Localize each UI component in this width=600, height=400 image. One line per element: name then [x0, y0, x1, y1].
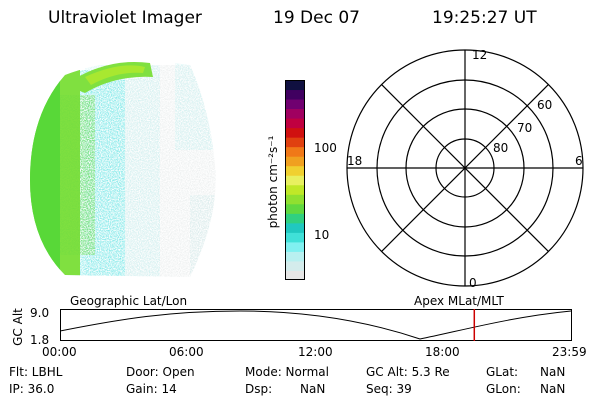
timeline-xtick-2: 12:00 [298, 345, 333, 359]
colorbar-swatch [285, 118, 305, 129]
uv-image [25, 55, 245, 285]
colorbar-swatch [285, 232, 305, 243]
colorbar-swatch [285, 137, 305, 148]
polar-plot: 12 18 6 0 60 70 80 [335, 45, 595, 290]
info-glon-value: NaN [540, 382, 566, 396]
info-glon: GLon: [486, 382, 521, 396]
info-dsp: Dsp: [245, 382, 273, 396]
timeline-y-axis-label: GC Alt [11, 308, 25, 346]
colorbar-swatch [285, 175, 305, 186]
lat-label-70: 70 [517, 121, 532, 135]
info-glat-value: NaN [540, 365, 566, 379]
colorbar-swatch [285, 260, 305, 271]
colorbar-unit-label: photon cm⁻²s⁻¹ [266, 135, 280, 229]
colorbar-swatch [285, 165, 305, 176]
colorbar-swatch [285, 156, 305, 167]
info-glat: GLat: [486, 365, 519, 379]
mlt-label-18: 18 [347, 154, 362, 168]
colorbar-swatch [285, 241, 305, 252]
header-time: 19:25:27 UT [432, 8, 537, 28]
timeline-right-label: Apex MLat/MLT [414, 294, 504, 308]
colorbar-swatch [285, 251, 305, 262]
colorbar-swatch [285, 184, 305, 195]
timeline-xtick-3: 18:00 [425, 345, 460, 359]
mlt-label-0: 0 [469, 276, 477, 290]
colorbar-swatch [285, 99, 305, 110]
colorbar-swatch [285, 80, 305, 91]
colorbar-tick-100: 100 [314, 141, 337, 155]
colorbar-swatch [285, 108, 305, 119]
timeline-xtick-4: 23:59 [552, 345, 587, 359]
auroral-oval [30, 60, 216, 277]
info-dsp-value: NaN [300, 382, 326, 396]
info-seq: Seq: 39 [366, 382, 412, 396]
colorbar-swatch [285, 194, 305, 205]
app-title: Ultraviolet Imager [48, 8, 202, 28]
lat-label-80: 80 [493, 141, 508, 155]
lat-label-60: 60 [537, 98, 552, 112]
info-flt: Flt: LBHL [9, 365, 63, 379]
colorbar-swatch [285, 213, 305, 224]
info-gain: Gain: 14 [126, 382, 177, 396]
altitude-curve [59, 310, 572, 340]
info-ip: IP: 36.0 [9, 382, 55, 396]
colorbar-swatch [285, 203, 305, 214]
timeline-ytick-top: 9.0 [30, 306, 50, 320]
timeline-ytick-bottom: 1.8 [30, 333, 50, 347]
colorbar-border [285, 80, 305, 280]
colorbar-swatch [285, 89, 305, 100]
colorbar-swatch [285, 222, 305, 233]
timeline-xtick-1: 06:00 [169, 345, 204, 359]
header-date: 19 Dec 07 [273, 8, 360, 28]
colorbar-swatch [285, 146, 305, 157]
colorbar-tick-10: 10 [314, 228, 330, 242]
colorbar-swatch [285, 270, 305, 281]
altitude-chart [59, 309, 572, 341]
mlt-label-12: 12 [472, 48, 487, 62]
info-mode: Mode: Normal [245, 365, 329, 379]
colorbar-swatch [285, 127, 305, 138]
timeline-left-label: Geographic Lat/Lon [70, 294, 188, 308]
info-gc-alt: GC Alt: 5.3 Re [366, 365, 450, 379]
mlt-label-6: 6 [575, 154, 583, 168]
timeline-xtick-0: 00:00 [42, 345, 77, 359]
info-door: Door: Open [126, 365, 195, 379]
colorbar [285, 80, 305, 281]
